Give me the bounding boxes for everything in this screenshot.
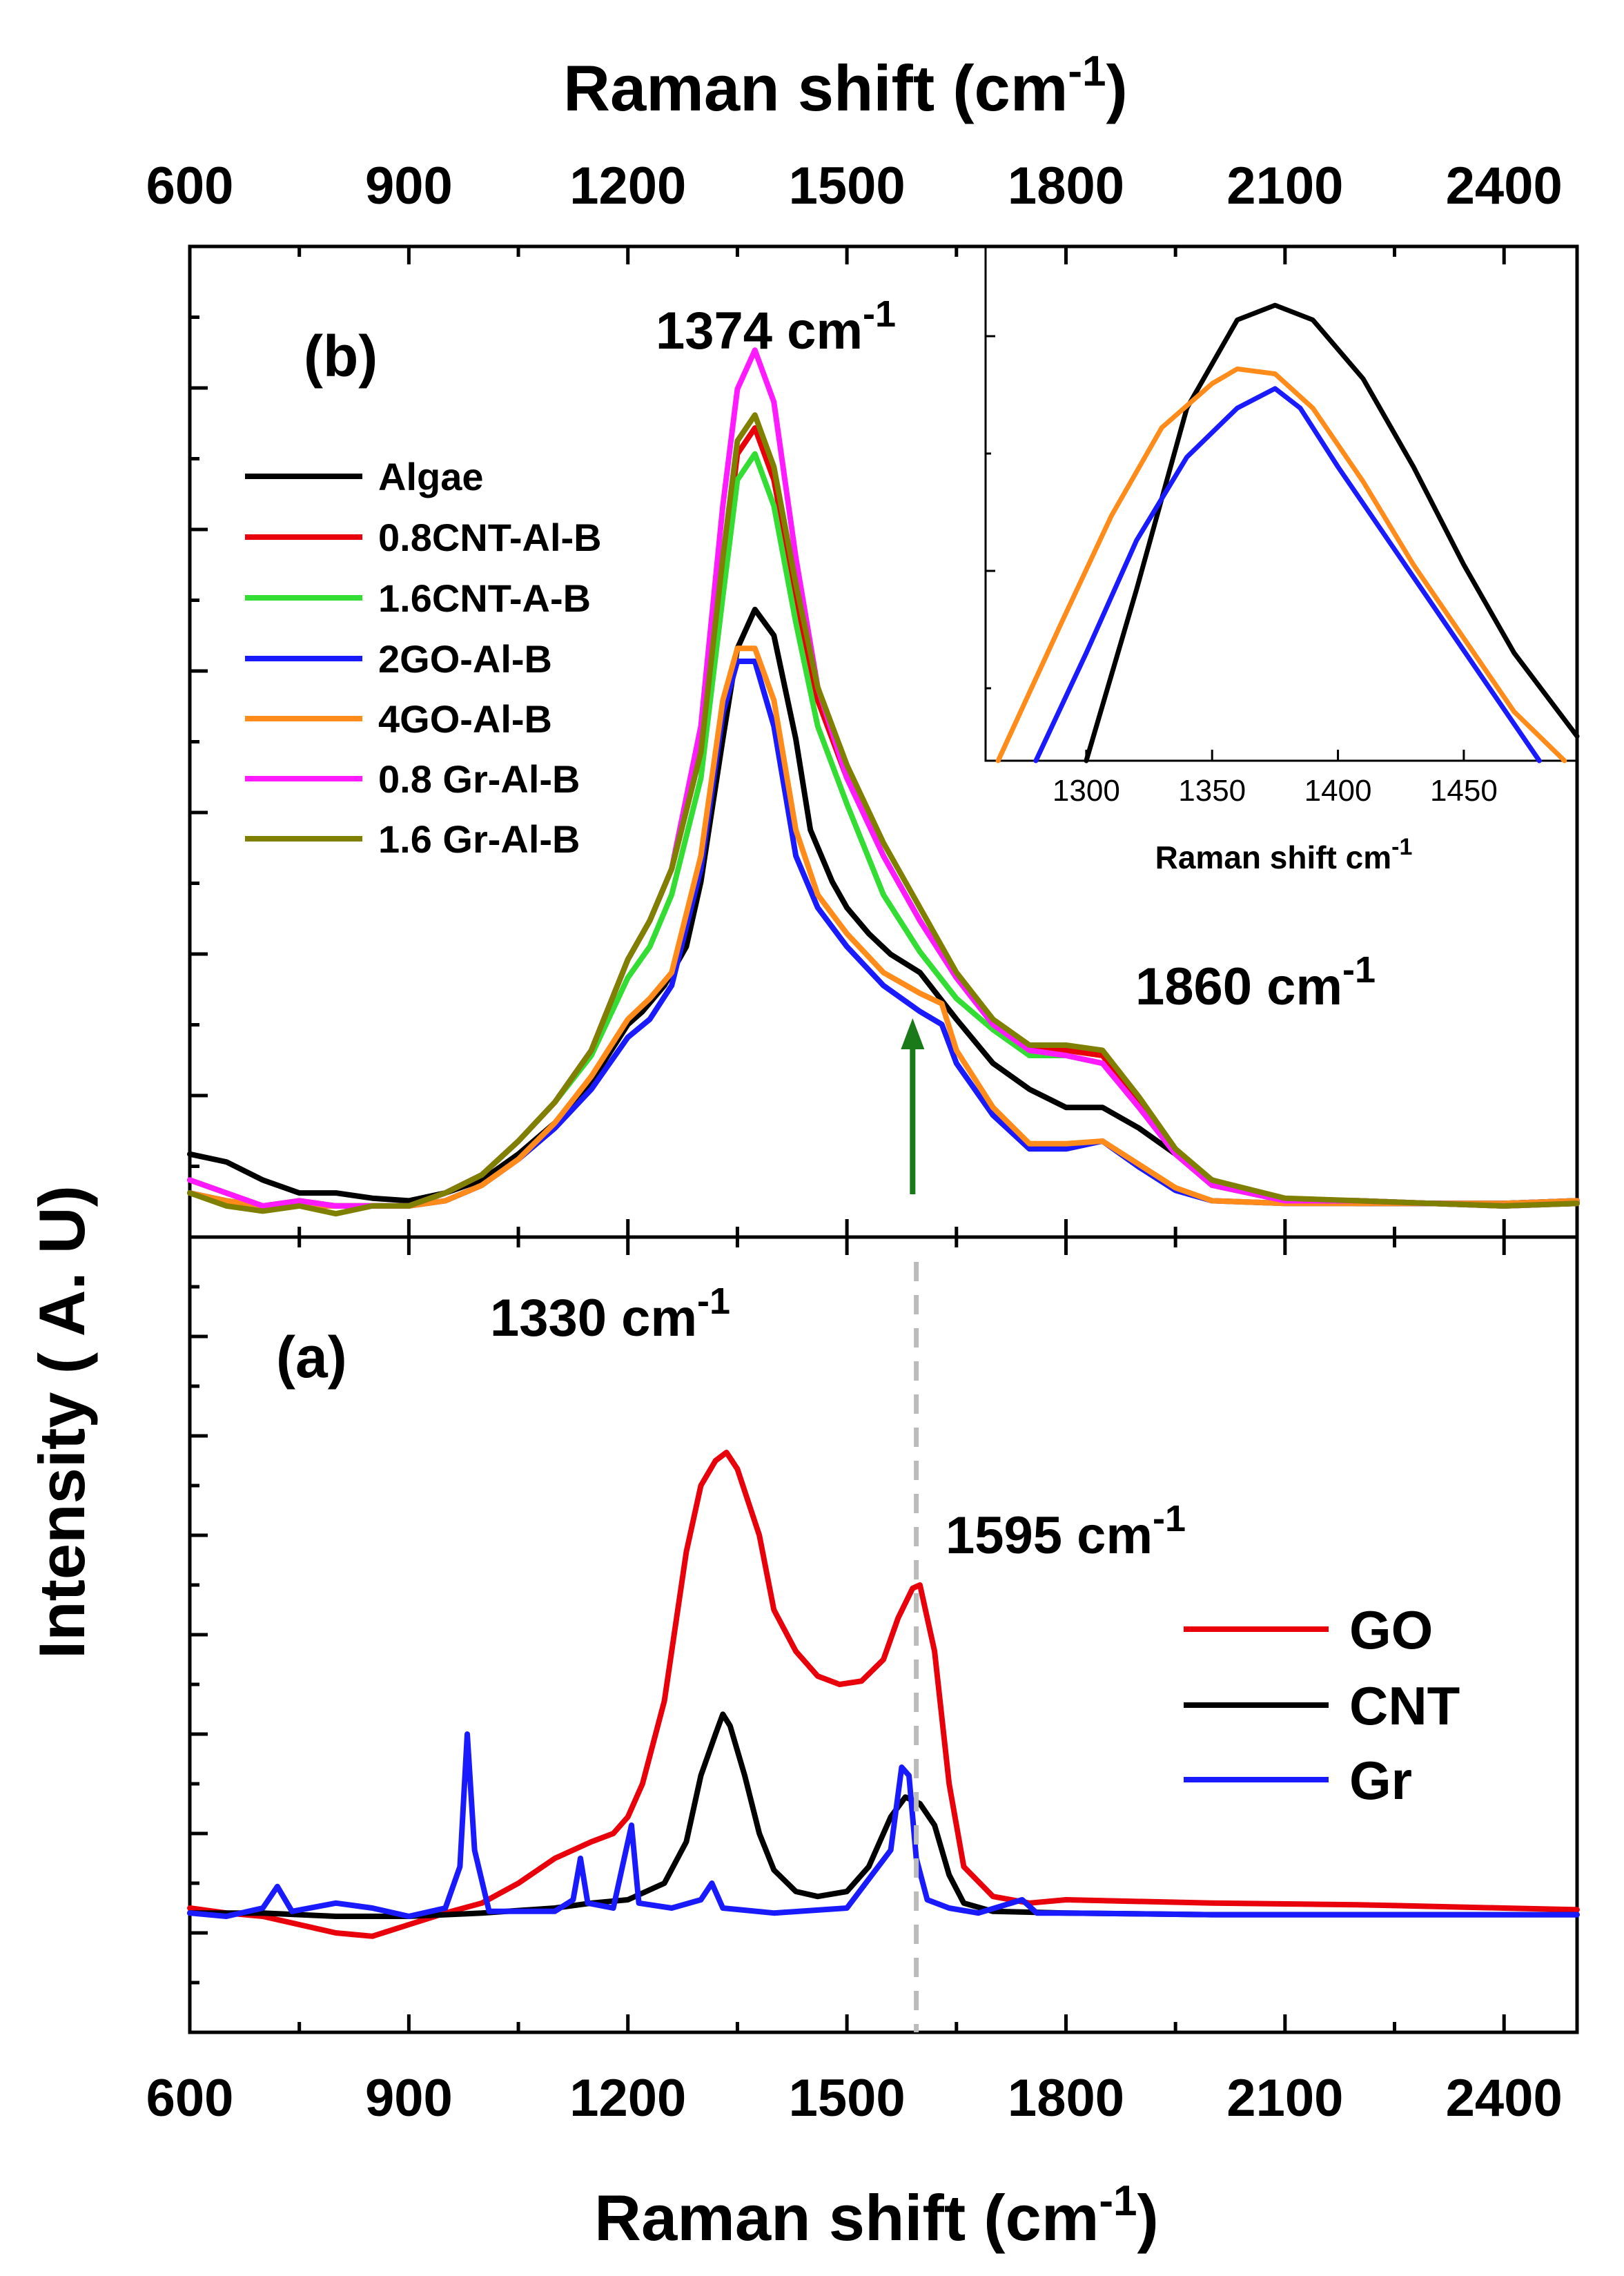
x-tick-label-bottom: 1500 [789, 2069, 906, 2128]
panel-b-frame [188, 244, 1579, 1239]
x-tick-label-top: 1800 [1008, 157, 1124, 215]
x-tick-label-top: 2400 [1446, 157, 1563, 215]
axis-ticks [188, 246, 1506, 2032]
inset-plot: 1300 1350 1400 1450 Raman shift cm-1 [984, 245, 1580, 875]
inset-x-axis-title: Raman shift cm-1 [1155, 834, 1413, 875]
legend-a: GO CNT Gr [1184, 1599, 1460, 1811]
panel-a-label: (a) [276, 1325, 347, 1390]
top-tick-labels: 600 900 1200 1500 1800 2100 2400 [146, 157, 1563, 215]
panel-a-series [187, 1450, 1580, 1939]
annotation-1595: 1595 cm-1 [946, 1498, 1186, 1565]
panel-a-series-cnt [187, 1711, 1580, 1919]
bottom-tick-labels: 600 900 1200 1500 1800 2100 2400 [146, 2069, 1563, 2128]
legend-label-go: GO [1349, 1599, 1433, 1660]
legend-label-gr: Gr [1349, 1750, 1412, 1811]
inset-x-tick-label: 1400 [1304, 774, 1372, 808]
inset-series-2go-al-b [1033, 386, 1542, 763]
legend-label-16gr: 1.6 Gr-Al-B [378, 817, 580, 861]
legend-b: Algae 0.8CNT-Al-B 1.6CNT-A-B 2GO-Al-B 4G… [245, 455, 602, 861]
annotation-1860: 1860 cm-1 [1135, 949, 1376, 1016]
legend-label-16cnt: 1.6CNT-A-B [378, 576, 591, 620]
inset-x-tick-label: 1300 [1053, 774, 1120, 808]
x-tick-label-top: 1200 [569, 157, 686, 215]
x-tick-label-bottom: 1200 [569, 2069, 686, 2128]
green-arrow [901, 1018, 925, 1194]
panel-a-series-gr [187, 1731, 1580, 1919]
legend-label-08gr: 0.8 Gr-Al-B [378, 757, 580, 801]
legend-label-4go: 4GO-Al-B [378, 697, 552, 741]
x-tick-label-top: 900 [365, 157, 453, 215]
annotation-1330: 1330 cm-1 [490, 1281, 730, 1348]
x-tick-label-bottom: 900 [365, 2069, 453, 2128]
inset-x-tick-label: 1450 [1430, 774, 1498, 808]
bottom-x-axis-title: Raman shift (cm-1) [594, 2177, 1159, 2254]
x-tick-label-top: 600 [146, 157, 234, 215]
y-axis-title: Intensity ( A. U) [26, 1185, 98, 1659]
legend-label-08cnt: 0.8CNT-Al-B [378, 516, 602, 559]
panel-b-series-1-6-gr-al-b [187, 412, 1580, 1217]
x-tick-label-bottom: 1800 [1008, 2069, 1124, 2128]
inset-series [995, 302, 1580, 763]
inset-x-tick-label: 1350 [1178, 774, 1246, 808]
legend-label-algae: Algae [378, 455, 484, 498]
x-tick-label-bottom: 2400 [1446, 2069, 1563, 2128]
inset-series-algae [1084, 302, 1580, 763]
legend-label-cnt: CNT [1349, 1675, 1460, 1736]
inset-frame [984, 245, 1578, 762]
x-tick-label-top: 1500 [789, 157, 906, 215]
legend-label-2go: 2GO-Al-B [378, 637, 552, 681]
x-tick-label-top: 2100 [1226, 157, 1343, 215]
annotation-1374: 1374 cm-1 [656, 293, 896, 360]
inset-series-4go-al-b [995, 366, 1567, 763]
panel-b-series-2go-al-b [187, 659, 1580, 1209]
top-x-axis-title: Raman shift (cm-1) [563, 48, 1128, 124]
panel-b-label: (b) [304, 324, 378, 389]
x-tick-label-bottom: 2100 [1226, 2069, 1343, 2128]
x-tick-label-bottom: 600 [146, 2069, 234, 2128]
panel-b-series [187, 347, 1580, 1217]
inset-ticks: 1300 1350 1400 1450 [986, 335, 1498, 808]
